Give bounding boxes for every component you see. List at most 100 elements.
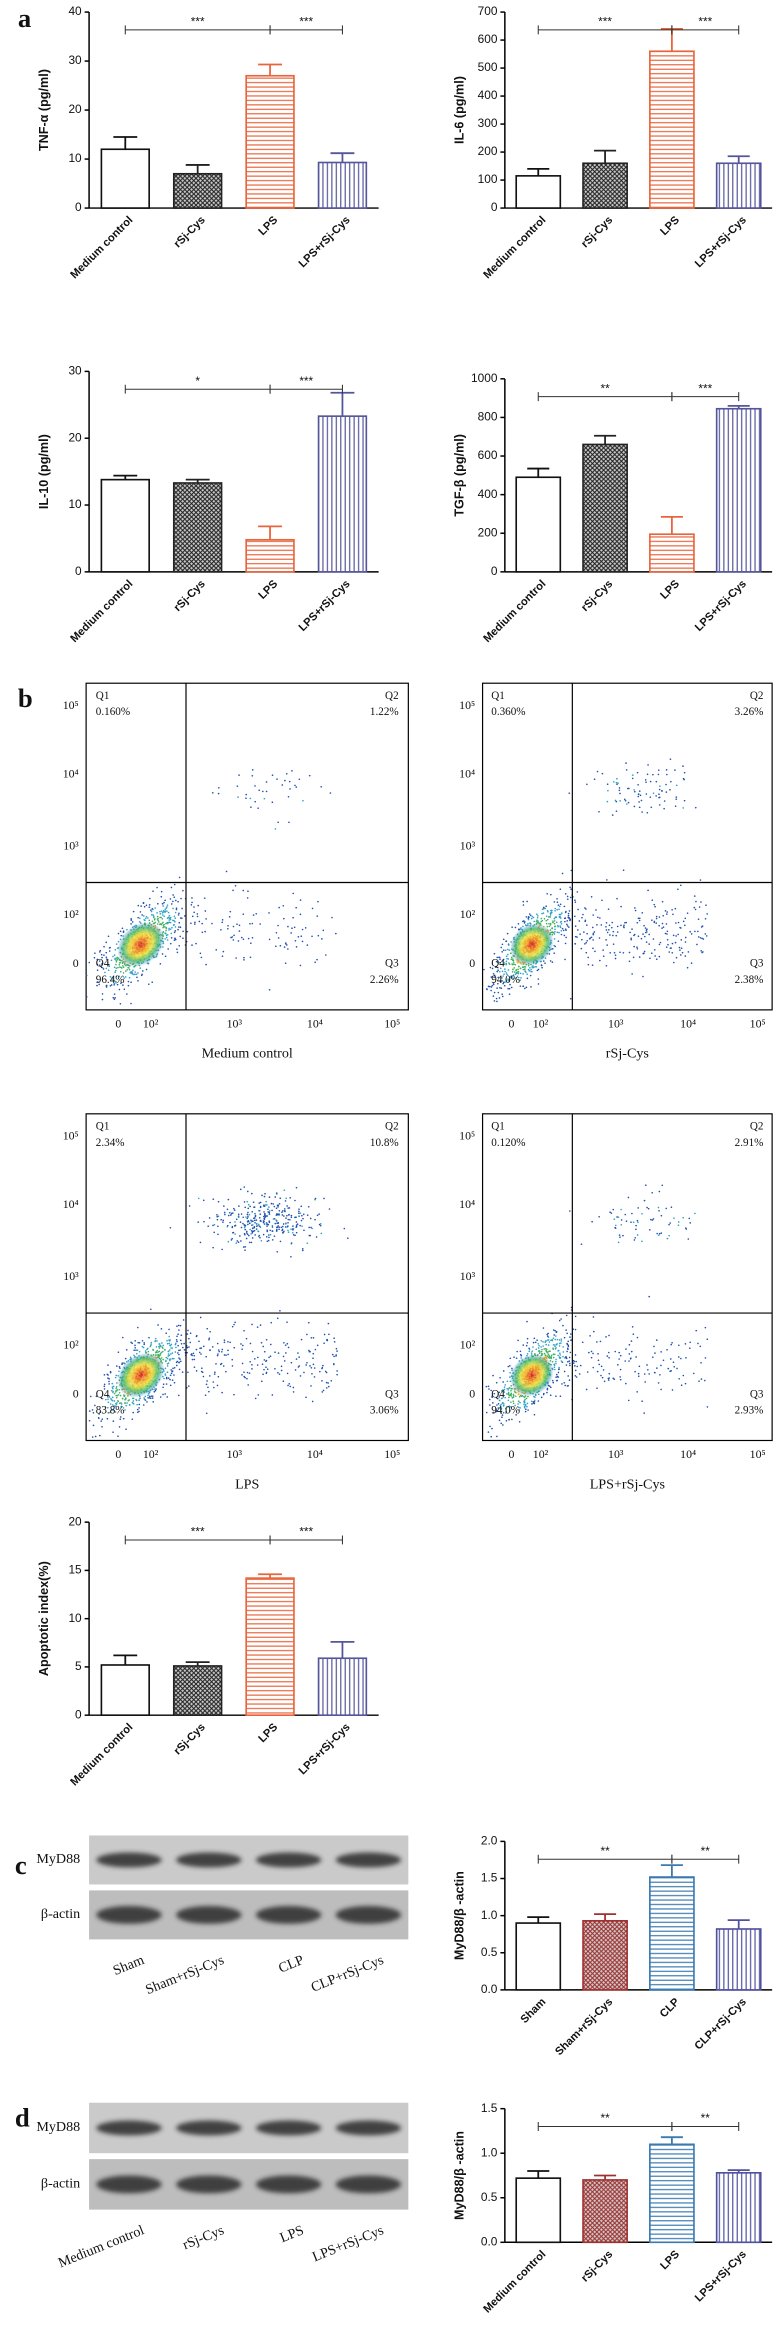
- event-dot: [230, 936, 232, 939]
- event-dot: [160, 1357, 163, 1359]
- plot-caption: LPS: [235, 1476, 259, 1492]
- blot-band: [176, 1905, 242, 1924]
- x-tick-label: CLP: [658, 1996, 683, 2021]
- x-tick-label: 0: [509, 1016, 515, 1030]
- event-dot: [499, 958, 501, 961]
- event-dot: [223, 1205, 225, 1207]
- event-dot: [111, 1396, 114, 1399]
- event-dot: [655, 915, 658, 918]
- event-dot: [118, 1426, 121, 1428]
- y-tick-label: 10: [68, 1611, 82, 1625]
- event-dot: [162, 1383, 165, 1386]
- event-dot: [295, 1224, 298, 1226]
- event-dot: [257, 1394, 260, 1396]
- event-dot: [535, 1348, 538, 1351]
- event-dot: [85, 974, 88, 977]
- event-dot: [646, 928, 648, 930]
- event-dot: [614, 957, 617, 960]
- event-dot: [120, 982, 122, 984]
- event-dot: [506, 1380, 509, 1383]
- event-dot: [277, 1352, 280, 1354]
- event-dot: [552, 1381, 555, 1384]
- event-dot: [561, 927, 564, 930]
- event-dot: [569, 1351, 572, 1354]
- event-dot: [693, 906, 696, 909]
- event-dot: [171, 1370, 173, 1373]
- event-dot: [122, 972, 125, 974]
- event-dot: [269, 1229, 272, 1232]
- x-tick-label: 10⁵: [384, 1016, 400, 1030]
- event-dot: [294, 1369, 297, 1371]
- event-dot: [498, 956, 500, 959]
- event-dot: [101, 956, 103, 959]
- event-dot: [188, 1205, 191, 1207]
- event-dot: [265, 781, 268, 783]
- event-dot: [552, 1353, 555, 1356]
- event-dot: [618, 789, 621, 792]
- event-dot: [147, 1396, 149, 1399]
- event-dot: [500, 987, 503, 990]
- event-dot: [578, 920, 581, 922]
- event-dot: [290, 1361, 293, 1364]
- event-dot: [204, 930, 206, 933]
- x-tick-label: rSj-Cys: [579, 214, 615, 250]
- y-tick-label: 0.5: [481, 1945, 498, 1959]
- event-dot: [530, 1352, 533, 1354]
- event-dot: [636, 771, 639, 774]
- event-dot: [541, 912, 543, 915]
- event-dot: [600, 1374, 602, 1377]
- event-dot: [569, 1333, 572, 1335]
- event-dot: [137, 904, 140, 907]
- event-dot: [558, 1368, 560, 1371]
- event-dot: [166, 917, 169, 920]
- event-dot: [158, 1343, 161, 1345]
- event-dot: [275, 1229, 278, 1232]
- event-dot: [110, 1397, 112, 1400]
- event-dot: [191, 901, 193, 904]
- event-dot: [641, 1400, 643, 1403]
- y-tick-label: 5: [75, 1659, 82, 1673]
- event-dot: [168, 1342, 171, 1345]
- event-dot: [623, 924, 625, 927]
- event-dot: [519, 1407, 521, 1409]
- event-dot: [321, 938, 323, 940]
- event-dot: [567, 912, 570, 915]
- event-dot: [531, 915, 534, 918]
- event-dot: [249, 922, 251, 925]
- event-dot: [546, 1333, 549, 1336]
- event-dot: [282, 1225, 284, 1228]
- event-dot: [599, 1340, 602, 1343]
- event-dot: [297, 1352, 299, 1354]
- event-dot: [574, 935, 577, 938]
- event-dot: [494, 966, 497, 969]
- event-dot: [266, 1222, 268, 1225]
- event-dot: [232, 925, 235, 928]
- event-dot: [171, 1357, 174, 1360]
- event-dot: [312, 1352, 315, 1355]
- event-dot: [168, 929, 170, 931]
- significance-label: ***: [299, 374, 313, 388]
- event-dot: [174, 926, 177, 928]
- event-dot: [134, 971, 137, 973]
- event-dot: [231, 936, 234, 938]
- quadrant-name: Q1: [491, 1120, 505, 1132]
- quadrant-percent: 0.360%: [491, 706, 525, 718]
- event-dot: [666, 1348, 668, 1351]
- event-dot: [608, 1351, 610, 1354]
- event-dot: [591, 926, 594, 929]
- event-dot: [291, 770, 293, 772]
- event-dot: [178, 1329, 180, 1331]
- event-dot: [255, 912, 258, 915]
- event-dot: [267, 1208, 269, 1211]
- event-dot: [505, 960, 508, 963]
- event-dot: [118, 964, 121, 966]
- event-dot: [554, 925, 557, 928]
- event-dot: [160, 910, 163, 913]
- event-dot: [620, 1208, 622, 1211]
- event-dot: [287, 1221, 289, 1224]
- y-tick-label: 1.5: [481, 2101, 498, 2115]
- event-dot: [694, 806, 697, 809]
- event-dot: [244, 1228, 247, 1231]
- event-dot: [501, 977, 503, 979]
- event-dot: [672, 1361, 675, 1363]
